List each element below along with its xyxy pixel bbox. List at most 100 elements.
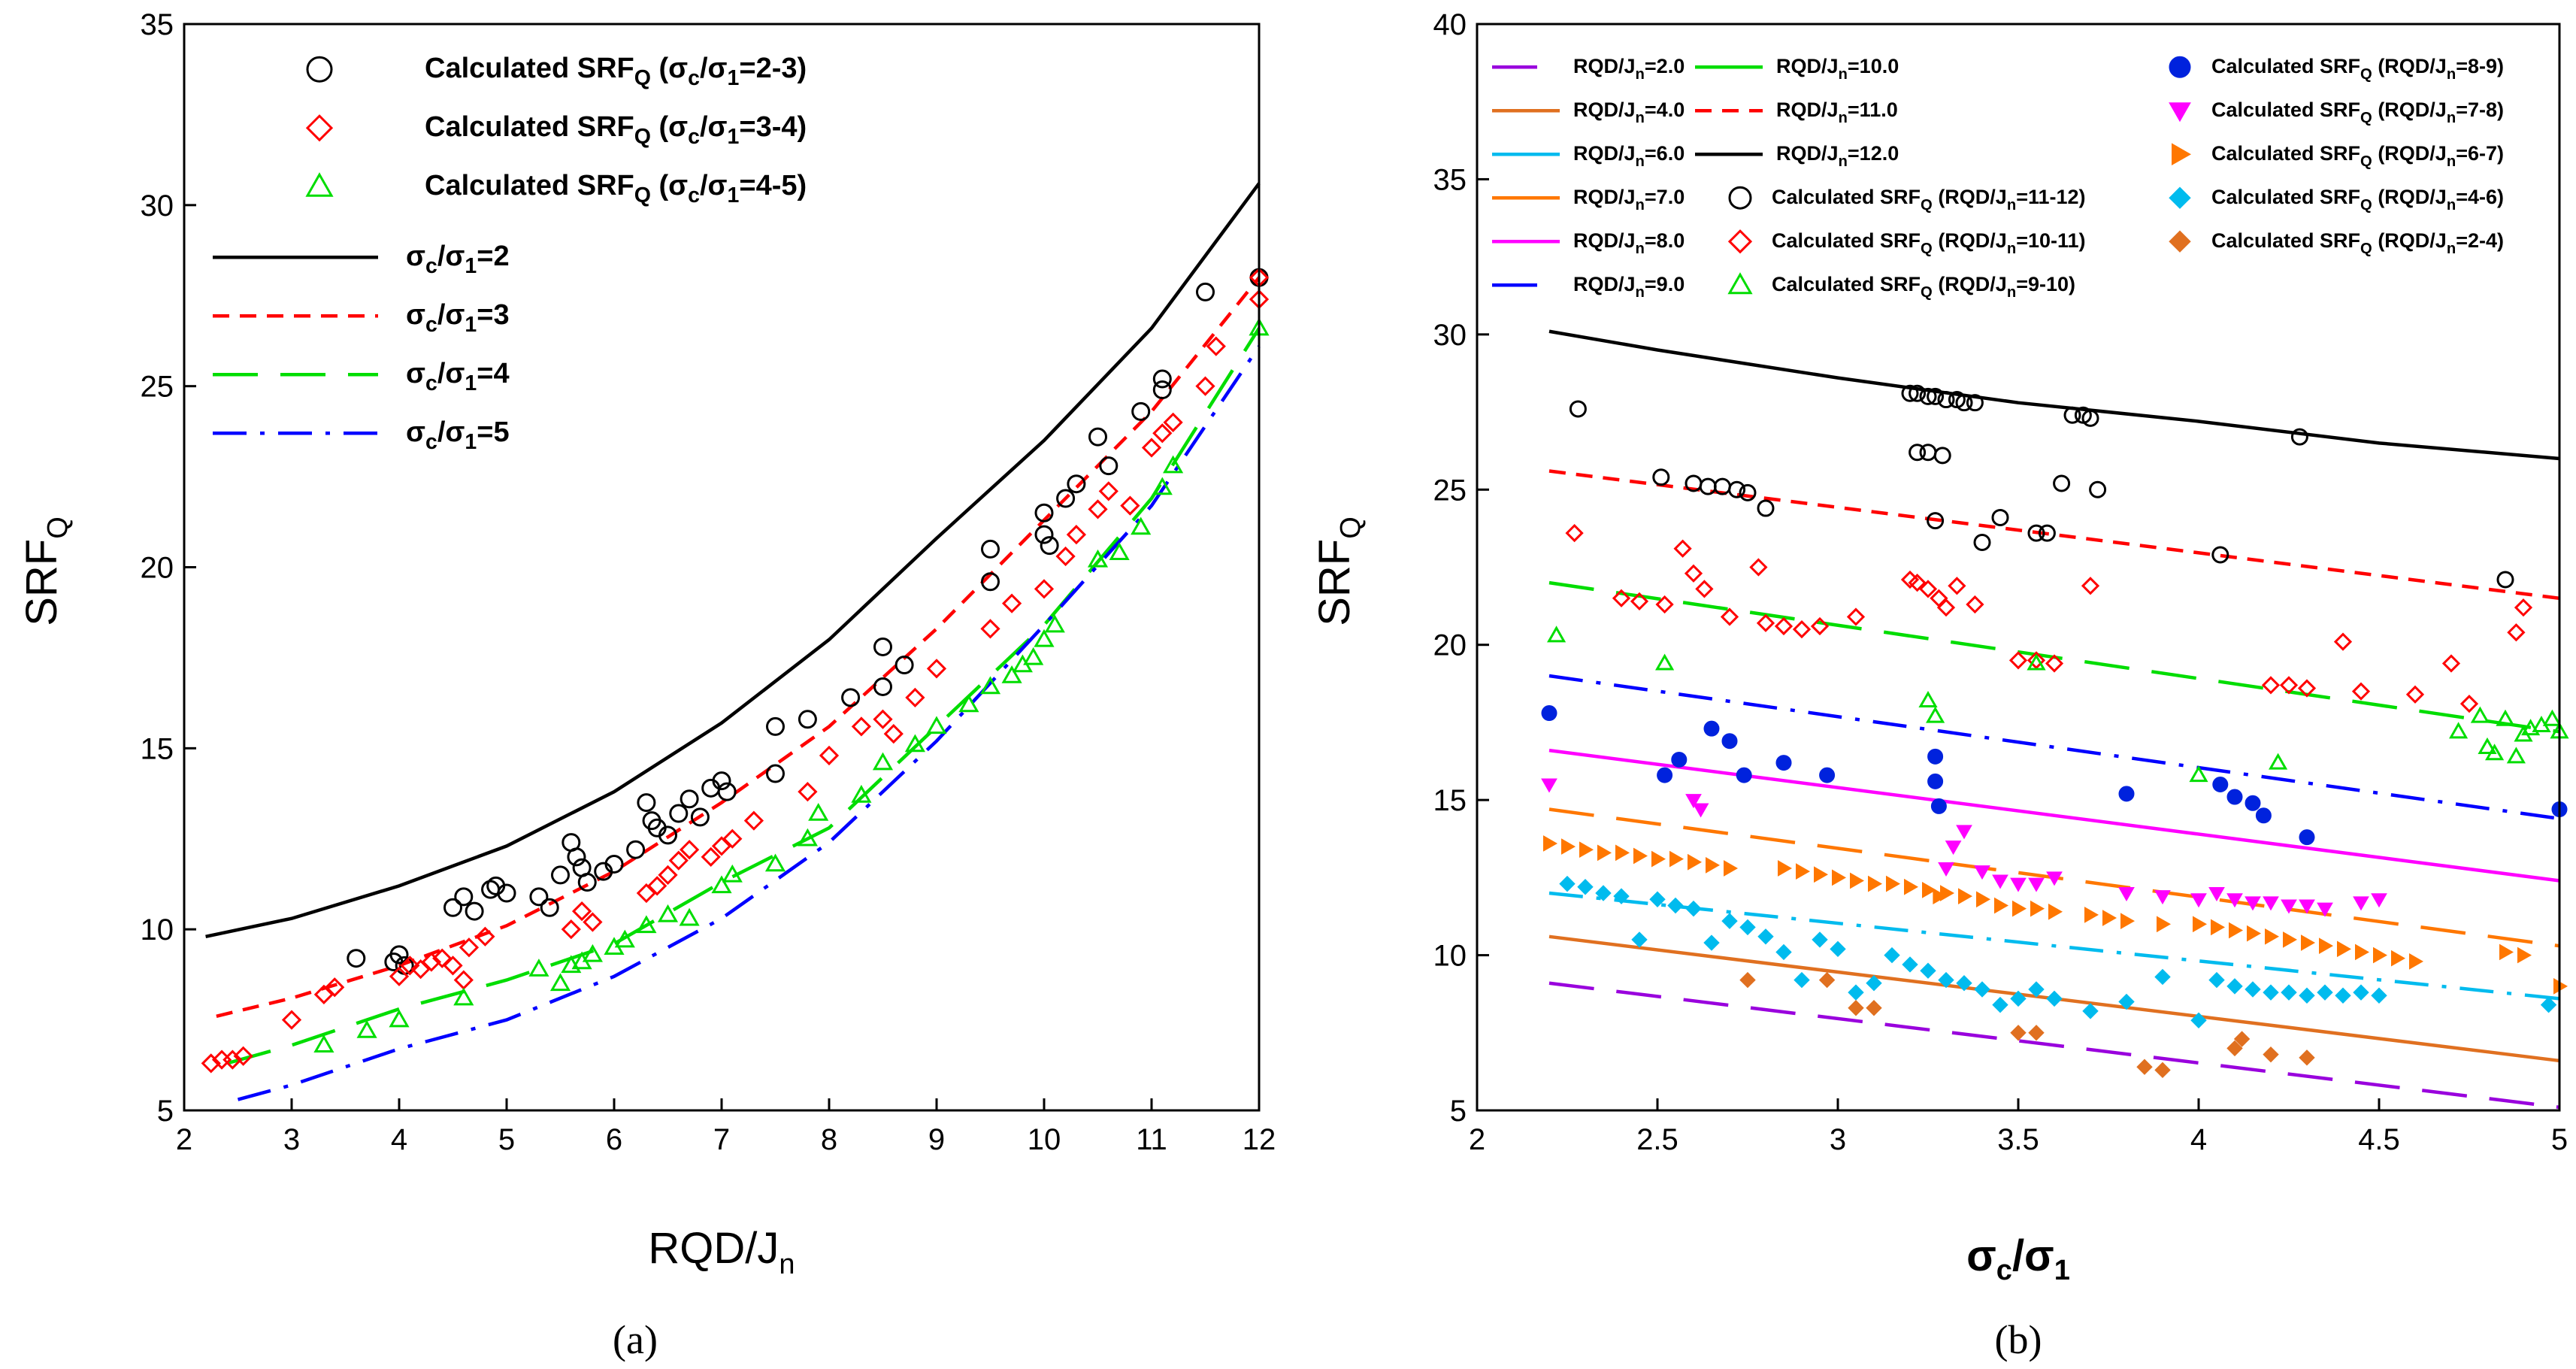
- data-point: [2193, 916, 2208, 933]
- data-point: [1926, 706, 1945, 723]
- data-point: [873, 637, 892, 656]
- series-line-6: [1548, 674, 2560, 821]
- data-point: [1739, 971, 1756, 989]
- data-point: [528, 959, 549, 977]
- legend-marker: [2169, 56, 2191, 78]
- data-point: [2459, 695, 2479, 713]
- y-tick-label: 5: [157, 1095, 174, 1128]
- data-point: [1055, 546, 1076, 567]
- data-point: [281, 1010, 302, 1030]
- data-point: [614, 929, 635, 948]
- data-point: [2449, 722, 2469, 739]
- data-point: [577, 873, 597, 892]
- data-point: [1958, 888, 1973, 904]
- data-point: [1796, 863, 1811, 880]
- data-point: [2074, 406, 2092, 424]
- data-point: [1721, 733, 1738, 750]
- panel-a-x-axis-label: RQD/Jn: [648, 1224, 795, 1280]
- data-point: [1956, 975, 1972, 992]
- data-point: [2120, 913, 2136, 930]
- data-point: [1721, 913, 1738, 929]
- y-tick-label: 20: [141, 552, 174, 585]
- data-point: [2279, 676, 2299, 695]
- data-point: [2507, 623, 2526, 642]
- data-point: [1667, 897, 1684, 914]
- legend-marker: [2169, 102, 2191, 123]
- data-point: [1919, 387, 1937, 405]
- x-tick-label: 4.5: [2358, 1123, 2400, 1156]
- legend-marker: [1727, 272, 1753, 295]
- series-line-3: [1548, 891, 2560, 1001]
- data-point: [2496, 709, 2515, 726]
- y-tick-label: 30: [1433, 319, 1467, 352]
- data-point: [1940, 885, 1955, 901]
- legend-marker: [305, 172, 334, 197]
- data-point: [766, 716, 785, 736]
- legend-marker: [1727, 229, 1753, 254]
- data-point: [2190, 893, 2207, 908]
- data-point: [712, 771, 731, 791]
- data-point: [2265, 928, 2280, 945]
- data-point: [1945, 840, 1962, 856]
- legend-marker: [305, 114, 334, 142]
- data-point: [1195, 376, 1215, 396]
- data-point: [669, 804, 689, 823]
- data-point: [1651, 850, 1666, 868]
- scatter-series-4: [1541, 705, 2568, 846]
- data-point: [1099, 456, 1118, 476]
- data-point: [926, 659, 947, 679]
- data-point: [658, 825, 677, 845]
- data-point: [2517, 946, 2532, 964]
- data-point: [2337, 940, 2352, 958]
- data-point: [894, 656, 914, 675]
- data-point: [1088, 499, 1108, 519]
- data-point: [1559, 875, 1576, 892]
- data-point: [2154, 968, 2171, 986]
- data-point: [1902, 956, 1918, 973]
- legend-marker: [306, 56, 333, 83]
- legend-entry-5: RQD/Jn=8.0: [1573, 229, 1685, 257]
- data-point: [1703, 934, 1720, 951]
- data-point: [2118, 786, 2135, 802]
- panel-b-chart: 2 2.5 3 3.5 4 4.5 5 5 10 15 20 25 30 35 40 RQD/Jn=2.0 R…: [1310, 8, 2569, 1362]
- data-point: [1613, 888, 1630, 904]
- data-point: [1152, 369, 1172, 389]
- data-point: [1922, 882, 1937, 898]
- data-point: [1818, 971, 1836, 989]
- data-point: [2028, 1025, 2045, 1041]
- data-point: [1152, 380, 1172, 399]
- data-point: [958, 694, 979, 713]
- data-point: [2371, 987, 2387, 1004]
- data-point: [722, 828, 743, 849]
- data-point: [1937, 391, 1955, 409]
- data-point: [551, 865, 570, 885]
- data-point: [1706, 856, 1721, 874]
- y-tick-label: 10: [1433, 940, 1467, 973]
- data-point: [222, 1049, 243, 1070]
- y-tick-label: 10: [141, 913, 174, 946]
- data-point: [1866, 975, 1882, 992]
- data-point: [2263, 1046, 2279, 1063]
- data-point: [1541, 705, 1557, 722]
- data-point: [981, 572, 1000, 592]
- x-tick-label: 4: [2190, 1123, 2207, 1156]
- data-point: [2290, 428, 2308, 446]
- data-point: [1973, 533, 1991, 551]
- data-point: [443, 956, 463, 976]
- data-point: [549, 973, 571, 992]
- data-point: [2299, 899, 2315, 914]
- data-point: [1163, 412, 1183, 432]
- data-point: [1657, 767, 1673, 783]
- data-point: [1792, 619, 1812, 639]
- data-point: [1819, 767, 1836, 783]
- data-point: [604, 854, 624, 874]
- data-point: [2226, 893, 2243, 908]
- data-point: [1066, 525, 1087, 545]
- data-point: [2157, 916, 2172, 933]
- x-tick-label: 11: [1136, 1123, 1167, 1156]
- legend-entry-8: RQD/Jn=11.0: [1776, 98, 1898, 126]
- data-point: [2211, 546, 2229, 564]
- data-point: [851, 784, 872, 803]
- series-line-9: [1548, 329, 2560, 461]
- series-line-1: [1548, 981, 2560, 1110]
